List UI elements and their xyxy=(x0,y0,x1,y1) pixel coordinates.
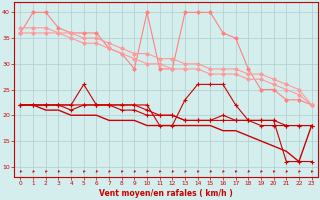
X-axis label: Vent moyen/en rafales ( km/h ): Vent moyen/en rafales ( km/h ) xyxy=(99,189,233,198)
